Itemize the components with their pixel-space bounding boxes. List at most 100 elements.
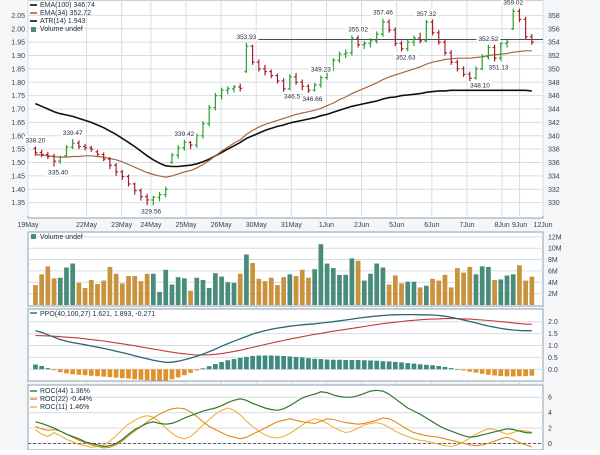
volume-legend: Volume undef — [31, 234, 83, 241]
volume-bar — [467, 266, 473, 305]
roc-tick-label: 4 — [548, 410, 552, 417]
ppo-histogram-bar — [144, 369, 150, 381]
ohlc-bar — [33, 146, 38, 156]
price-left-tick-label: 1.75 — [11, 93, 25, 100]
ohlc-bar — [213, 92, 218, 111]
ppo-histogram-bar — [448, 368, 454, 370]
ohlc-bar — [461, 66, 466, 77]
ohlc-bar — [449, 50, 454, 65]
roc-tick-label: 0 — [548, 441, 552, 448]
date-tick-label: 8Jun — [494, 222, 509, 229]
ppo-histogram-bar — [281, 355, 286, 370]
ppo-histogram-bar — [188, 369, 193, 373]
price-left-tick-label: 1.95 — [11, 40, 25, 47]
volume-bar — [39, 274, 45, 305]
volume-bar — [380, 267, 386, 305]
volume-bar — [76, 282, 82, 305]
ppo-histogram-bar — [101, 369, 107, 377]
price-annotation: 353.93 — [236, 34, 256, 41]
price-annotation: 349.23 — [311, 67, 331, 74]
volume-bar — [70, 263, 76, 305]
ppo-histogram-bar — [126, 369, 131, 379]
volume-bar — [349, 258, 355, 305]
ppo-histogram-bar — [417, 364, 423, 370]
volume-bar — [144, 273, 150, 305]
ppo-tick-label: 1.5 — [548, 331, 558, 338]
ohlc-bar — [492, 44, 497, 62]
legend-swatch — [31, 27, 36, 32]
ppo-histogram-bar — [405, 363, 411, 370]
ppo-histogram-bar — [150, 369, 156, 381]
ohlc-bar — [76, 140, 81, 150]
ppo-histogram-bar — [504, 369, 510, 377]
ohlc-bar — [498, 42, 503, 61]
ppo-histogram-bar — [138, 369, 144, 380]
ohlc-bar — [380, 18, 385, 37]
date-tick-label: 24May — [140, 222, 162, 229]
volume-bar — [523, 280, 528, 305]
ohlc-bar — [138, 188, 143, 201]
ohlc-bar — [244, 42, 249, 73]
price-left-tick-label: 1.70 — [11, 107, 25, 114]
ppo-histogram-bar — [237, 357, 243, 370]
ppo-signal-series — [35, 318, 532, 356]
ppo-histogram-bar — [368, 360, 373, 370]
price-left-tick-label: 1.90 — [11, 53, 25, 60]
price-annotation-box — [486, 63, 511, 72]
volume-bar — [306, 277, 311, 305]
ppo-histogram-bar — [250, 355, 255, 370]
price-left-tick-label: 2.00 — [11, 26, 25, 33]
ohlc-bar — [387, 19, 392, 33]
ppo-histogram-bar — [64, 369, 69, 374]
volume-bar — [417, 287, 423, 305]
price-annotation-box — [308, 65, 333, 74]
roc-legend: ROC(44) 1.36%ROC(22) -0.44%ROC(11) 1.46% — [30, 388, 92, 411]
ppo-histogram-bar — [380, 361, 386, 370]
roc-tick-label: 2 — [548, 426, 552, 433]
ppo-histogram-bar — [423, 364, 429, 370]
volume-bar — [405, 281, 411, 305]
roc-legend-label: ROC(22) -0.44% — [40, 396, 92, 403]
ppo-histogram-bar — [182, 369, 187, 376]
ppo-histogram-bar — [45, 368, 51, 370]
ppo-histogram-bar — [361, 360, 367, 370]
ppo-tick-label: 0.0 — [548, 367, 558, 374]
price-annotation-box — [60, 128, 85, 137]
price-left-tick-label: 1.80 — [11, 80, 25, 87]
ema34-series — [35, 50, 532, 178]
ohlc-bar — [114, 163, 119, 176]
roc-plot-area — [27, 384, 544, 451]
price-right-tick-label: 350 — [548, 66, 560, 73]
volume-bar — [293, 276, 299, 305]
volume-bar — [386, 284, 392, 305]
ppo-histogram-bar — [57, 369, 63, 373]
price-annotation: 352.52 — [478, 36, 498, 43]
ohlc-bar — [393, 27, 398, 47]
ppo-legend-label: PPO(40,100,27) 1.621, 1.893, -0.271 — [40, 311, 155, 318]
volume-bar — [225, 282, 231, 305]
ppo-histogram-bar — [293, 356, 299, 370]
volume-bar — [33, 285, 38, 305]
price-annotation: 348.10 — [470, 83, 490, 90]
price-left-tick-label: 1.60 — [11, 133, 25, 140]
volume-bar — [101, 280, 107, 305]
ema100-line — [35, 89, 532, 168]
ppo-histogram-bar — [330, 359, 336, 370]
ohlc-bar — [294, 72, 299, 85]
volume-bar — [399, 283, 404, 305]
ppo-histogram-bar — [337, 359, 342, 370]
ppo-histogram-bar — [343, 360, 349, 370]
volume-bar — [262, 281, 268, 305]
ohlc-bar — [269, 69, 274, 79]
ppo-lines — [35, 313, 532, 364]
ohlc-bar — [505, 39, 510, 48]
ppo-tick-label: 0.5 — [548, 355, 558, 362]
volume-bar — [138, 281, 144, 305]
date-tick-label: 31May — [281, 222, 303, 229]
date-tick-label: 26May — [211, 222, 233, 229]
price-annotation: 355.02 — [348, 26, 368, 33]
price-annotation: 329.56 — [141, 208, 161, 215]
price-right-tick-label: 346 — [548, 93, 560, 100]
price-annotation: 357.46 — [373, 10, 393, 17]
